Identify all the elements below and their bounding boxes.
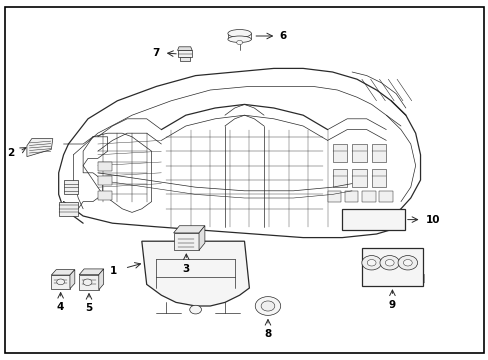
Circle shape <box>57 279 64 285</box>
Polygon shape <box>342 209 404 230</box>
Polygon shape <box>361 191 375 202</box>
Circle shape <box>379 256 399 270</box>
Circle shape <box>255 297 280 315</box>
Polygon shape <box>351 169 366 187</box>
Polygon shape <box>177 50 192 57</box>
Polygon shape <box>332 169 346 187</box>
Text: 8: 8 <box>264 329 271 339</box>
Polygon shape <box>79 275 99 290</box>
Polygon shape <box>99 269 103 290</box>
Text: 7: 7 <box>152 48 159 58</box>
FancyBboxPatch shape <box>375 274 383 283</box>
Polygon shape <box>51 275 70 289</box>
Text: 10: 10 <box>425 215 439 225</box>
Text: 3: 3 <box>183 264 189 274</box>
Polygon shape <box>371 169 386 187</box>
Polygon shape <box>177 47 192 50</box>
FancyBboxPatch shape <box>396 274 404 283</box>
Circle shape <box>261 301 274 311</box>
Polygon shape <box>173 226 204 233</box>
Text: 1: 1 <box>110 266 117 276</box>
Polygon shape <box>63 180 78 194</box>
Polygon shape <box>327 191 341 202</box>
Circle shape <box>366 260 375 266</box>
Circle shape <box>397 256 417 270</box>
Polygon shape <box>98 191 112 200</box>
Circle shape <box>189 305 201 314</box>
Polygon shape <box>59 202 78 216</box>
Ellipse shape <box>227 30 251 37</box>
Polygon shape <box>371 144 386 162</box>
Circle shape <box>361 256 381 270</box>
Text: 9: 9 <box>388 300 395 310</box>
FancyBboxPatch shape <box>346 211 388 228</box>
Polygon shape <box>27 139 53 157</box>
Polygon shape <box>378 191 392 202</box>
FancyBboxPatch shape <box>416 274 424 283</box>
Polygon shape <box>199 226 204 250</box>
Text: 5: 5 <box>85 303 92 314</box>
FancyBboxPatch shape <box>407 274 414 283</box>
Polygon shape <box>142 241 249 306</box>
Text: 2: 2 <box>7 148 15 158</box>
Circle shape <box>385 260 393 266</box>
Polygon shape <box>173 233 199 250</box>
Text: 4: 4 <box>57 302 64 312</box>
Polygon shape <box>70 270 75 289</box>
FancyBboxPatch shape <box>397 220 403 227</box>
FancyBboxPatch shape <box>390 220 396 227</box>
Circle shape <box>83 279 92 285</box>
Polygon shape <box>79 269 103 275</box>
Polygon shape <box>180 57 189 61</box>
Ellipse shape <box>227 36 251 42</box>
FancyBboxPatch shape <box>385 274 393 283</box>
Polygon shape <box>332 144 346 162</box>
Polygon shape <box>344 191 358 202</box>
Polygon shape <box>361 248 422 286</box>
Circle shape <box>403 260 411 266</box>
FancyBboxPatch shape <box>366 274 373 283</box>
Text: 6: 6 <box>279 31 286 41</box>
Polygon shape <box>98 176 112 185</box>
Polygon shape <box>51 270 75 275</box>
Polygon shape <box>351 144 366 162</box>
Polygon shape <box>98 162 112 171</box>
Circle shape <box>236 40 242 45</box>
